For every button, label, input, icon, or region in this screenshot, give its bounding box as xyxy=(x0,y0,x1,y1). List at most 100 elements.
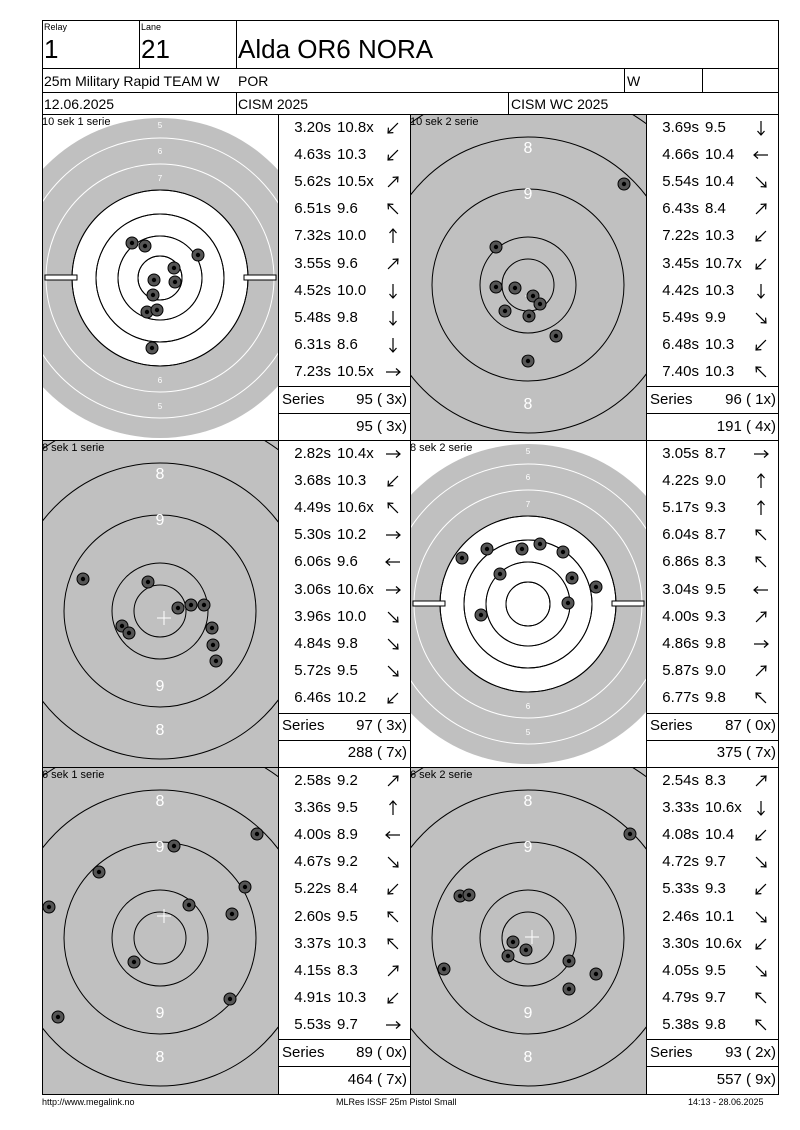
direction-arrow-icon xyxy=(752,227,770,245)
scoring-ring xyxy=(411,789,646,1087)
shot-value: 10.5x xyxy=(337,173,374,191)
direction-arrow-icon xyxy=(384,146,402,164)
shot-row: 6.43s 8.4 xyxy=(647,195,777,222)
shot-time: 5.53s xyxy=(294,1015,331,1033)
shot-value: 9.8 xyxy=(337,634,358,652)
shot-time: 6.06s xyxy=(294,553,331,571)
ring-label: 9 xyxy=(156,839,165,856)
scoring-ring xyxy=(63,514,257,708)
shot-row: 4.49s 10.6x xyxy=(279,494,409,521)
shot-hole xyxy=(533,297,547,311)
direction-arrow-icon xyxy=(384,363,402,381)
shot-hole xyxy=(225,907,239,921)
series-row: Series 87 ( 0x) xyxy=(647,712,779,739)
shot-row: 4.22s 9.0 xyxy=(647,467,777,494)
direction-arrow-icon xyxy=(384,662,402,680)
shot-row: 5.38s 9.8 xyxy=(647,1011,777,1038)
shot-value: 10.3 xyxy=(705,362,735,380)
shot-row: 4.84s 9.8 xyxy=(279,630,409,657)
shot-value: 10.0 xyxy=(337,281,367,299)
shot-hole xyxy=(437,962,451,976)
shot-value: 8.4 xyxy=(337,880,358,898)
shot-value: 10.7x xyxy=(705,254,742,272)
frame-left xyxy=(42,20,43,1095)
target-side-bar-right xyxy=(611,600,645,607)
shot-row: 4.67s 9.2 xyxy=(279,848,409,875)
shot-time: 5.48s xyxy=(294,308,331,326)
scoring-ring xyxy=(431,188,625,382)
series-row: Series 93 ( 2x) xyxy=(647,1039,779,1066)
shot-row: 4.72s 9.7 xyxy=(647,848,777,875)
shot-time: 4.84s xyxy=(294,634,331,652)
shot-row: 4.86s 9.8 xyxy=(647,630,777,657)
direction-arrow-icon xyxy=(384,282,402,300)
series-label: Series xyxy=(650,391,693,408)
scoring-ring xyxy=(133,584,187,638)
shot-row: 4.63s 10.3 xyxy=(279,141,409,168)
ring-label: 9 xyxy=(524,839,533,856)
direction-arrow-icon xyxy=(384,880,402,898)
ring-label: 8 xyxy=(524,1049,533,1066)
shot-time: 2.58s xyxy=(294,772,331,789)
shot-row: 7.32s 10.0 xyxy=(279,222,409,249)
total-rule-p3 xyxy=(646,740,779,741)
shot-hole xyxy=(168,275,182,289)
direction-arrow-icon xyxy=(752,989,770,1007)
direction-arrow-icon xyxy=(384,581,402,599)
shot-row: 2.58s 9.2 xyxy=(279,767,409,794)
shot-hole xyxy=(122,626,136,640)
panel-title: 6 sek 2 serie xyxy=(410,769,473,781)
shot-row: 3.04s 9.5 xyxy=(647,576,777,603)
shot-row: 4.00s 8.9 xyxy=(279,821,409,848)
direction-arrow-icon xyxy=(752,119,770,137)
shot-time: 4.91s xyxy=(294,988,331,1006)
scoring-ring xyxy=(43,789,278,1087)
shot-row: 3.30s 10.6x xyxy=(647,930,777,957)
shot-hole xyxy=(76,572,90,586)
competition-name: CISM 2025 xyxy=(238,96,309,112)
ring-label: 8 xyxy=(158,200,163,209)
shot-value: 8.3 xyxy=(705,772,726,789)
series-label: Series xyxy=(650,1044,693,1061)
footer-url[interactable]: http://www.megalink.no xyxy=(42,1097,135,1107)
shot-value: 10.4x xyxy=(337,445,374,462)
shot-hole xyxy=(182,898,196,912)
scoring-ring xyxy=(63,841,257,1035)
shot-time: 4.42s xyxy=(662,281,699,299)
shot-hole xyxy=(561,596,575,610)
ring-label: 6 xyxy=(158,376,163,385)
shot-time: 6.86s xyxy=(662,553,699,571)
shot-hole xyxy=(565,571,579,585)
series-score: 89 ( 0x) xyxy=(356,1044,407,1061)
shot-hole xyxy=(209,654,223,668)
direction-arrow-icon xyxy=(752,908,770,926)
header-divider-relay xyxy=(139,20,140,68)
direction-arrow-icon xyxy=(752,499,770,517)
shot-value: 9.8 xyxy=(705,634,726,652)
scoring-ring xyxy=(411,463,646,745)
direction-arrow-icon xyxy=(384,227,402,245)
series-rule-p0 xyxy=(278,386,410,387)
direction-arrow-icon xyxy=(384,635,402,653)
shot-row: 5.48s 9.8 xyxy=(279,304,409,331)
shot-value: 10.0 xyxy=(337,227,367,245)
ring-label: 8 xyxy=(156,722,165,739)
shot-value: 10.3 xyxy=(337,934,367,952)
shot-hole xyxy=(474,608,488,622)
direction-arrow-icon xyxy=(752,445,770,463)
direction-arrow-icon xyxy=(384,935,402,953)
panel-title: 8 sek 2 serie xyxy=(410,442,473,454)
shot-row: 6.06s 9.6 xyxy=(279,548,409,575)
direction-arrow-icon xyxy=(384,336,402,354)
shot-hole xyxy=(462,888,476,902)
relay-value: 1 xyxy=(44,34,59,64)
shot-value: 10.3 xyxy=(337,472,367,490)
shot-time: 7.22s xyxy=(662,227,699,245)
shot-hole xyxy=(493,567,507,581)
shot-hole xyxy=(51,1010,65,1024)
ring-label: 9 xyxy=(524,1005,533,1022)
shot-hole xyxy=(150,303,164,317)
shot-value: 10.6x xyxy=(705,934,742,952)
